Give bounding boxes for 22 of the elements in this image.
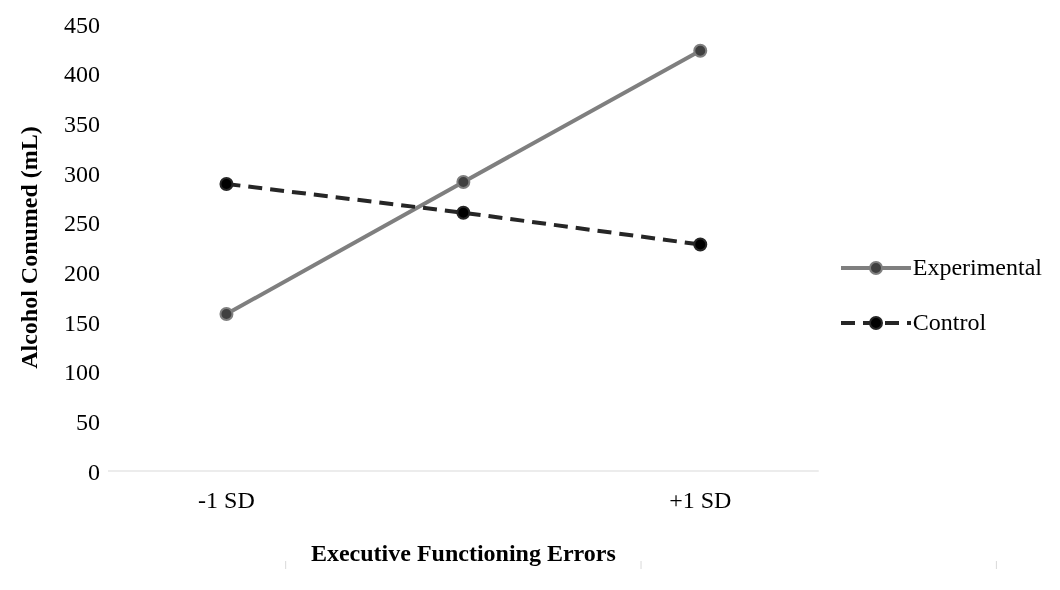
y-tick-label: 100 xyxy=(64,359,100,386)
y-axis-title: Alcohol Conumed (mL) xyxy=(15,126,42,369)
y-tick-label: 350 xyxy=(64,110,100,137)
point xyxy=(219,307,234,322)
y-tick-label: 450 xyxy=(64,11,100,38)
y-tick-label: 150 xyxy=(64,309,100,336)
point xyxy=(456,205,471,220)
y-tick-label: 50 xyxy=(76,408,100,435)
x-tick-label: +1 SD xyxy=(669,487,732,514)
x-axis-title: Executive Functioning Errors xyxy=(310,540,616,566)
point xyxy=(219,176,234,191)
y-tick-label: 400 xyxy=(64,61,100,88)
point xyxy=(456,174,471,189)
point xyxy=(693,43,708,58)
legend-label: Control xyxy=(912,309,987,336)
x-tick-label: -1 SD xyxy=(198,487,255,514)
y-tick-label: 0 xyxy=(88,458,100,485)
y-tick-label: 250 xyxy=(64,210,100,237)
y-tick-label: 300 xyxy=(64,160,100,187)
legend-label: Experimental xyxy=(912,254,1042,281)
y-tick-label: 200 xyxy=(64,259,100,286)
point xyxy=(693,237,708,252)
